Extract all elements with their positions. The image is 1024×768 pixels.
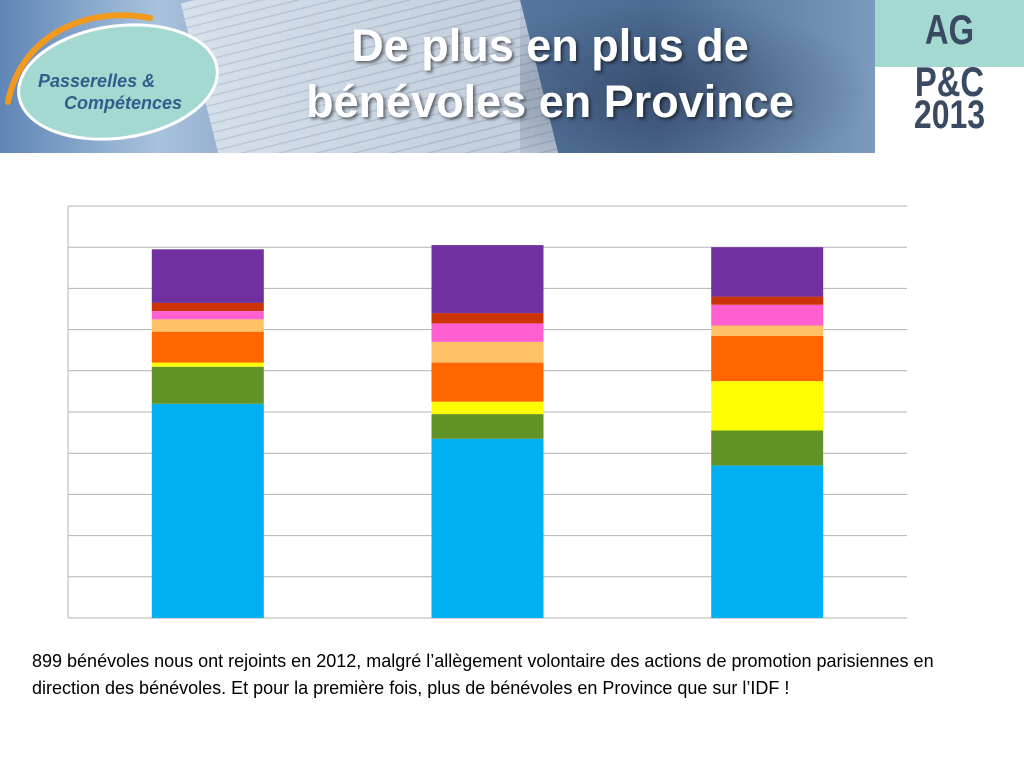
bar-segment-2-6 xyxy=(431,323,544,342)
bar-segment-3-8 xyxy=(711,247,824,297)
bar-segment-3-6 xyxy=(711,304,824,326)
slide-title: De plus en plus de bénévoles en Province xyxy=(306,20,794,127)
bar-segment-1-4 xyxy=(151,331,264,363)
bar-segment-2-5 xyxy=(431,342,544,363)
bar-segment-2-2 xyxy=(431,414,544,439)
bar-segment-1-7 xyxy=(151,302,264,311)
event-badge: AG P&C 2013 xyxy=(875,0,1024,153)
bar-segment-2-1 xyxy=(431,438,544,618)
bar-segment-3-1 xyxy=(711,465,824,618)
bar-segment-1-6 xyxy=(151,311,264,320)
bar-segment-3-3 xyxy=(711,381,824,431)
bar-segment-1-3 xyxy=(151,362,264,367)
bar-segment-2-8 xyxy=(431,245,544,314)
bar-segment-2-3 xyxy=(431,401,544,415)
header-banner: Passerelles & Compétences De plus en plu… xyxy=(0,0,875,153)
event-badge-top xyxy=(875,0,1024,67)
event-year: 2013 xyxy=(913,93,986,137)
bar-segment-2-4 xyxy=(431,362,544,402)
logo-line-1: Passerelles & xyxy=(38,71,156,91)
caption-text: 899 bénévoles nous ont rejoints en 2012,… xyxy=(32,651,934,698)
stacked-bar-chart xyxy=(67,205,907,619)
banner-photo-shade xyxy=(520,0,875,153)
bar-segment-3-2 xyxy=(711,430,824,466)
bar-segment-1-5 xyxy=(151,319,264,332)
logo-graphic xyxy=(5,12,219,141)
logo-text: Passerelles & Compétences xyxy=(38,70,182,114)
bar-segment-1-2 xyxy=(151,366,264,404)
bar-segment-1-1 xyxy=(151,403,264,618)
bar-segment-3-7 xyxy=(711,296,824,305)
event-tag: AG P&C xyxy=(914,6,985,105)
bar-segment-3-5 xyxy=(711,325,824,336)
bar-segment-1-8 xyxy=(151,249,264,303)
bar-segment-3-4 xyxy=(711,335,824,382)
bar-segment-2-7 xyxy=(431,313,544,324)
logo-line-2: Compétences xyxy=(64,93,183,113)
